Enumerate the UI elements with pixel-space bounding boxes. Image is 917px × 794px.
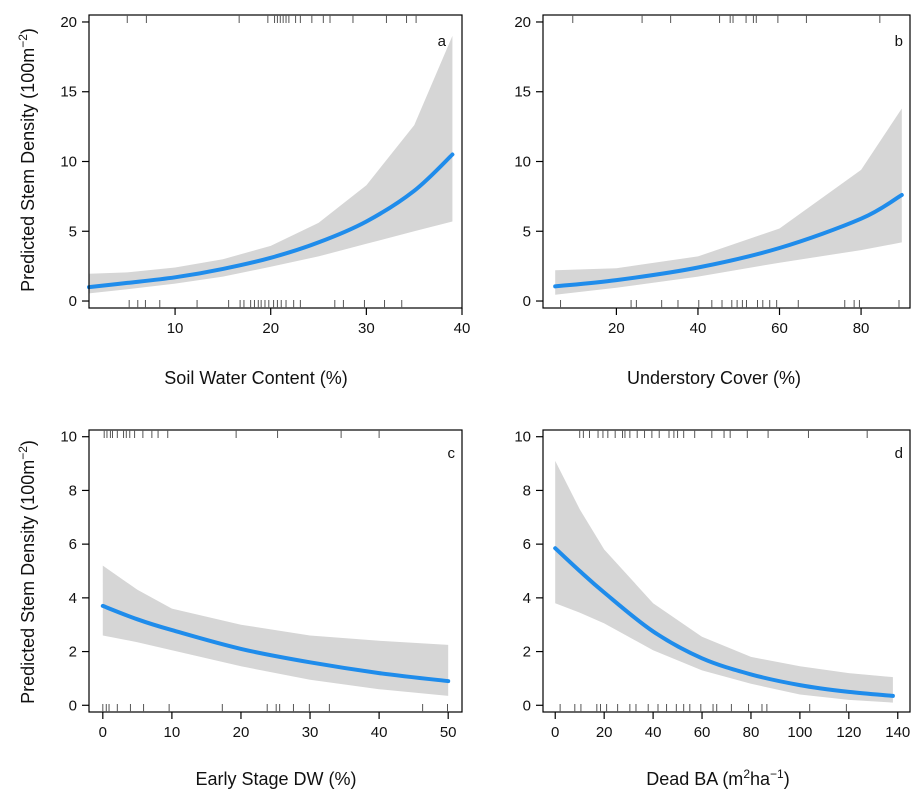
panel-c-y-tick-label: 2 bbox=[69, 644, 77, 661]
panel-a-ylabel-sup: −2 bbox=[16, 34, 30, 48]
panel-c-x-tick-label: 20 bbox=[233, 724, 250, 741]
panel-a: a Soil Water Content (%) Predicted Stem … bbox=[16, 14, 470, 388]
panel-a-fit-line bbox=[87, 152, 455, 290]
panel-d-x-tick-label: 140 bbox=[885, 724, 910, 741]
panel-c-y-tick-label: 8 bbox=[69, 482, 77, 499]
panel-c: c Early Stage DW (%) Predicted Stem Dens… bbox=[16, 429, 463, 789]
panel-d: d Dead BA (m2ha−1) 0 20 40 60 80 100 120 140 0 2 4… bbox=[514, 429, 911, 789]
panel-b-x-tick-label: 80 bbox=[853, 320, 870, 337]
panel-b-fit-line bbox=[553, 193, 904, 289]
panel-a-x-tick-label: 20 bbox=[262, 320, 279, 337]
panel-d-x-tick-label: 40 bbox=[645, 724, 662, 741]
panel-b-y-tick-label: 10 bbox=[514, 154, 531, 171]
panel-a-y-tick-label: 5 bbox=[69, 223, 77, 240]
panel-b-x-tick-label: 40 bbox=[690, 320, 707, 337]
panel-d-x-tick-label: 100 bbox=[787, 724, 812, 741]
panel-d-xlabel-sup2: −1 bbox=[770, 767, 784, 781]
panel-b-y-tick-label: 0 bbox=[523, 293, 531, 310]
panel-c-frame bbox=[88, 429, 463, 713]
panel-a-confidence-band bbox=[89, 35, 453, 294]
panel-c-x-tick-label: 50 bbox=[440, 724, 457, 741]
panel-d-x-tick-label: 60 bbox=[694, 724, 711, 741]
panel-b-y-tick-label: 15 bbox=[514, 84, 531, 101]
panel-b-letter: b bbox=[895, 33, 903, 50]
panel-b-y-tick-label: 20 bbox=[514, 14, 531, 31]
panel-c-x-tick-label: 0 bbox=[99, 724, 107, 741]
panel-b-y-tick-label: 5 bbox=[523, 223, 531, 240]
panel-c-ylabel-sup: −2 bbox=[16, 446, 30, 460]
panel-a-letter: a bbox=[438, 33, 447, 50]
panel-c-x-tick-label: 30 bbox=[302, 724, 319, 741]
panel-c-letter: c bbox=[448, 445, 456, 462]
panel-d-fit-line bbox=[553, 546, 895, 698]
panel-d-y-tick-label: 4 bbox=[523, 590, 531, 607]
panel-c-y-tick-label: 0 bbox=[69, 697, 77, 714]
panel-a-ylabel: Predicted Stem Density (100m−2) bbox=[16, 28, 38, 292]
panel-c-ylabel: Predicted Stem Density (100m−2) bbox=[16, 440, 38, 704]
panel-b-x-tick-label: 60 bbox=[771, 320, 788, 337]
panel-d-y-tick-label: 10 bbox=[514, 429, 531, 446]
panel-a-x-tick-label: 40 bbox=[454, 320, 471, 337]
panel-c-xlabel: Early Stage DW (%) bbox=[195, 769, 356, 789]
panel-d-x-tick-label: 80 bbox=[743, 724, 760, 741]
panel-d-y-tick-label: 8 bbox=[523, 482, 531, 499]
panel-b-confidence-band bbox=[555, 108, 902, 295]
panel-d-confidence-band bbox=[555, 460, 893, 703]
panel-b-xlabel: Understory Cover (%) bbox=[627, 368, 801, 388]
panel-a-x-tick-label: 30 bbox=[358, 320, 375, 337]
panel-c-y-tick-label: 10 bbox=[60, 429, 77, 446]
panel-c-x-tick-label: 10 bbox=[164, 724, 181, 741]
panel-d-x-tick-label: 20 bbox=[596, 724, 613, 741]
panel-d-x-tick-label: 120 bbox=[836, 724, 861, 741]
panel-d-x-tick-label: 0 bbox=[551, 724, 559, 741]
panel-c-confidence-band bbox=[102, 565, 449, 696]
panel-d-y-tick-label: 2 bbox=[523, 644, 531, 661]
panel-a-y-tick-label: 10 bbox=[60, 154, 77, 171]
panel-d-letter: d bbox=[895, 445, 903, 462]
panel-c-x-tick-label: 40 bbox=[371, 724, 388, 741]
panel-d-y-tick-label: 0 bbox=[523, 697, 531, 714]
panel-c-y-tick-label: 6 bbox=[69, 536, 77, 553]
panel-b-x-tick-label: 20 bbox=[608, 320, 625, 337]
panel-a-y-tick-label: 20 bbox=[60, 14, 77, 31]
panel-a-y-tick-label: 15 bbox=[60, 84, 77, 101]
panel-b: b Understory Cover (%) 20 40 60 80 0 5 10 15 20 bbox=[514, 14, 911, 388]
panel-d-xlabel-sup1: 2 bbox=[743, 767, 750, 781]
panel-d-xlabel: Dead BA (m2ha−1) bbox=[646, 767, 789, 789]
panel-a-x-tick-label: 10 bbox=[167, 320, 184, 337]
panel-a-y-tick-label: 0 bbox=[69, 293, 77, 310]
panel-c-fit-line bbox=[100, 603, 451, 684]
panel-d-y-tick-label: 6 bbox=[523, 536, 531, 553]
panel-c-y-tick-label: 4 bbox=[69, 590, 77, 607]
panel-d-frame bbox=[542, 429, 911, 713]
panel-a-xlabel: Soil Water Content (%) bbox=[164, 368, 347, 388]
